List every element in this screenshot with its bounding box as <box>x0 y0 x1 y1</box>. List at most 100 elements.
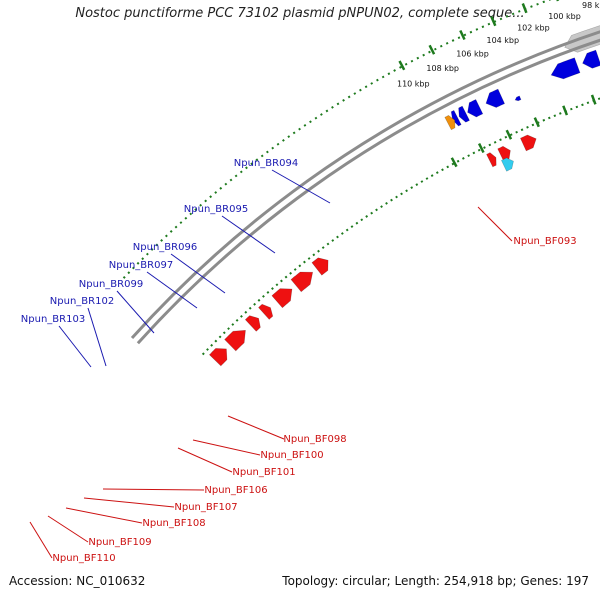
outer-scale-dot <box>370 82 374 85</box>
outer-scale-dot <box>434 47 437 51</box>
inner-scale-dot <box>253 302 257 306</box>
major-tick <box>428 44 436 55</box>
inner-scale-dot <box>210 343 214 347</box>
outer-scale-dot <box>463 33 467 37</box>
outer-scale-dot <box>536 2 539 6</box>
reverse-gene-label: Npun_BR099 <box>79 279 143 290</box>
outer-scale-dot <box>276 142 280 146</box>
outer-scale-dot <box>204 199 208 203</box>
outer-scale-dot <box>160 239 164 242</box>
orange-feature <box>444 115 456 131</box>
inner-scale-dot <box>214 339 218 343</box>
label-leader-line <box>83 497 175 508</box>
inner-scale-dot <box>483 146 486 149</box>
inner-scale-dot <box>350 225 354 228</box>
gene-features <box>208 25 600 367</box>
outer-scale-dot <box>265 150 269 154</box>
inner-scale-dot <box>340 232 344 235</box>
reverse-gene-label: Npun_BR096 <box>133 242 197 253</box>
outer-scale-dot <box>239 170 243 174</box>
inner-scale-dot <box>575 105 579 109</box>
outer-scale-dot <box>481 25 485 29</box>
inner-scale-dot <box>446 165 450 169</box>
outer-scale-dot <box>164 234 168 238</box>
accession-text: Accession: NC_010632 <box>9 574 146 588</box>
inner-scale-dot <box>266 291 270 294</box>
outer-scale-dot <box>224 182 228 186</box>
inner-scale-dot <box>206 348 209 351</box>
outer-scale-dot <box>127 271 131 275</box>
forward-gene-arrow <box>520 134 537 152</box>
forward-gene-label: Npun_BF110 <box>52 553 115 564</box>
backbone-outer-ring <box>130 30 600 340</box>
inner-scale-dot <box>410 186 414 190</box>
forward-gene-arrow <box>486 152 497 168</box>
outer-scale-dot <box>245 166 248 170</box>
inner-scale-dot <box>520 128 524 132</box>
label-leader-line <box>47 515 89 543</box>
inner-scale-dot <box>280 279 283 283</box>
outer-scale-dot <box>189 212 193 216</box>
reverse-gene-label: Npun_BR095 <box>184 204 248 215</box>
outer-scale-dot <box>309 120 312 124</box>
outer-scale-dot <box>399 65 402 69</box>
outer-scale-dot <box>292 131 296 135</box>
inner-scale-dot <box>307 257 311 260</box>
inner-scale-dot <box>360 218 364 222</box>
inner-major-tick <box>590 94 597 105</box>
forward-gene-arrow <box>258 303 274 320</box>
outer-scale-dot <box>499 17 503 21</box>
inner-major-tick <box>533 117 540 128</box>
reverse-gene-label: Npun_BR097 <box>109 260 173 271</box>
label-leader-line <box>477 206 513 242</box>
outer-scale-dot <box>469 30 473 34</box>
outer-scale-dot <box>376 78 379 82</box>
cyan-feature <box>501 157 514 172</box>
inner-scale-dot <box>570 107 573 111</box>
inner-scale-dot <box>531 123 535 127</box>
major-tick <box>521 3 528 14</box>
inner-scale-dot <box>499 138 502 142</box>
inner-scale-dot <box>493 140 497 144</box>
inner-scale-dot <box>231 323 235 326</box>
label-leader-line <box>29 521 53 559</box>
outer-scale-dot <box>445 41 449 45</box>
inner-scale-dot <box>240 314 243 318</box>
tick-label: 110 kbp <box>397 80 430 89</box>
inner-major-tick <box>477 143 485 154</box>
label-leader-line <box>146 271 198 309</box>
inner-scale-dot <box>581 103 584 107</box>
outer-scale-dot <box>271 146 275 150</box>
inner-scale-dot <box>451 162 455 166</box>
inner-scale-dot <box>395 195 398 199</box>
inner-scale-dot <box>227 327 230 330</box>
topology-stats: Topology: circular; Length: 254,918 bp; … <box>282 574 589 588</box>
outer-scale-dot <box>229 178 233 182</box>
inner-scale-dot <box>271 287 274 291</box>
inner-scale-dot <box>312 253 316 257</box>
inner-scale-dot <box>289 271 293 275</box>
reverse-gene-arrow <box>550 57 581 80</box>
forward-gene-arrow <box>208 348 228 367</box>
inner-scale-dot <box>355 221 359 225</box>
outer-scale-dot <box>422 53 425 57</box>
inner-scale-dot <box>336 235 339 239</box>
inner-scale-dot <box>420 180 424 183</box>
inner-scale-dot <box>504 135 508 139</box>
inner-scale-dot <box>385 201 388 205</box>
outer-scale-dot <box>505 15 509 18</box>
outer-scale-dot <box>475 28 479 31</box>
tick-label: 104 kbp <box>486 36 519 45</box>
outer-scale-dot <box>381 75 385 79</box>
reverse-gene-label: Npun_BR094 <box>234 158 298 169</box>
inner-scale-dot <box>235 318 239 322</box>
inner-scale-dot <box>542 118 546 122</box>
inner-scale-dot <box>298 264 302 268</box>
backbone <box>130 30 600 345</box>
reverse-gene-arrow <box>485 88 505 108</box>
inner-scale-dot <box>547 116 551 120</box>
inner-scale-dot <box>275 283 279 287</box>
inner-scale-dot <box>293 268 297 271</box>
outer-scale-dot <box>194 208 198 211</box>
